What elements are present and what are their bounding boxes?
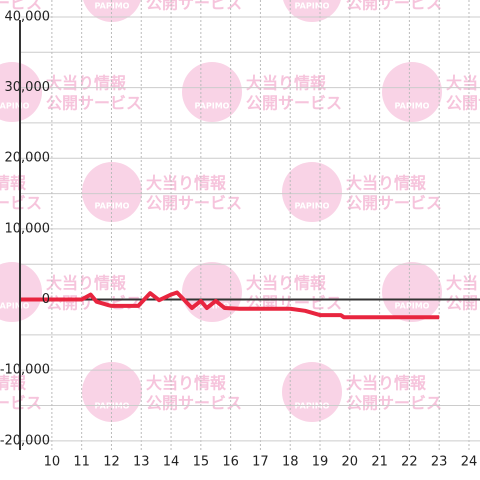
x-tick-label: 10 bbox=[44, 455, 61, 470]
watermarks: PAPIMO大当り情報公開サービスPAPIMO大当り情報公開サービスPAPIMO… bbox=[0, 0, 480, 422]
watermark-text: 大当り情報 bbox=[446, 274, 480, 293]
watermark-text: 公開サービス bbox=[446, 94, 480, 113]
x-tick-label: 22 bbox=[401, 455, 418, 470]
watermark-text: 大当り情報 bbox=[146, 174, 227, 193]
watermark-text: 大当り情報 bbox=[246, 274, 327, 293]
watermark-logo-text: PAPIMO bbox=[95, 402, 130, 411]
x-tick-label: 19 bbox=[312, 455, 329, 470]
x-tick-label: 16 bbox=[222, 455, 239, 470]
y-tick-label: 40,000 bbox=[5, 9, 51, 24]
watermark-text: 公開サービス bbox=[246, 94, 342, 113]
watermark-text: 公開サービス bbox=[346, 394, 442, 413]
watermark-logo bbox=[282, 362, 342, 422]
watermark-logo-text: PAPIMO bbox=[95, 2, 130, 11]
watermark-logo bbox=[182, 62, 242, 122]
watermark-text: 公開サービス bbox=[346, 0, 442, 13]
watermark-logo-text: PAPIMO bbox=[195, 102, 230, 111]
watermark-text: 大当り情報 bbox=[146, 374, 227, 393]
watermark-text: 大当り情報 bbox=[346, 174, 427, 193]
y-tick-label: 10,000 bbox=[5, 221, 51, 236]
y-tick-label: -10,000 bbox=[0, 363, 50, 378]
watermark-logo-text: PAPIMO bbox=[0, 302, 30, 311]
watermark-logo bbox=[282, 162, 342, 222]
watermark-text: 公開サービス bbox=[0, 0, 42, 13]
x-tick-label: 20 bbox=[342, 455, 359, 470]
watermark-logo-text: PAPIMO bbox=[395, 102, 430, 111]
grid bbox=[20, 0, 480, 450]
watermark-text: 公開サービス bbox=[346, 194, 442, 213]
watermark-logo bbox=[182, 262, 242, 322]
watermark-text: 大当り情報 bbox=[46, 274, 127, 293]
watermark-logo bbox=[382, 62, 442, 122]
watermark-text: 大当り情報 bbox=[246, 74, 327, 93]
watermark-text: 公開サービス bbox=[0, 394, 42, 413]
watermark-text: 公開サービス bbox=[0, 194, 42, 213]
watermark-logo-text: PAPIMO bbox=[295, 2, 330, 11]
watermark-logo bbox=[82, 362, 142, 422]
y-tick-label: 30,000 bbox=[5, 80, 51, 95]
watermark-text: 大当り情報 bbox=[0, 174, 27, 193]
x-tick-label: 14 bbox=[163, 455, 180, 470]
x-tick-label: 11 bbox=[73, 455, 90, 470]
y-tick-label: -20,000 bbox=[0, 433, 50, 448]
watermark-text: 大当り情報 bbox=[446, 74, 480, 93]
y-tick-label: 0 bbox=[42, 292, 50, 307]
x-tick-label: 12 bbox=[103, 455, 120, 470]
marks bbox=[20, 290, 440, 320]
watermark-logo-text: PAPIMO bbox=[295, 402, 330, 411]
watermark-logo bbox=[382, 262, 442, 322]
watermark-text: 公開サービス bbox=[146, 394, 242, 413]
watermark-logo-text: PAPIMO bbox=[395, 302, 430, 311]
watermark-text: 公開サービス bbox=[146, 194, 242, 213]
y-tick-label: 20,000 bbox=[5, 151, 51, 166]
watermark-logo-text: PAPIMO bbox=[95, 202, 130, 211]
watermark-text: 公開サービス bbox=[46, 94, 142, 113]
x-tick-label: 17 bbox=[252, 455, 269, 470]
watermark-text: 公開サービス bbox=[446, 294, 480, 313]
watermark-logo-text: PAPIMO bbox=[295, 202, 330, 211]
watermark-text: 大当り情報 bbox=[46, 74, 127, 93]
watermark-logo-text: PAPIMO bbox=[0, 102, 30, 111]
series-line bbox=[20, 290, 440, 320]
x-tick-label: 18 bbox=[282, 455, 299, 470]
x-tick-label: 13 bbox=[133, 455, 150, 470]
watermark-text: 大当り情報 bbox=[346, 374, 427, 393]
watermark-logo bbox=[82, 162, 142, 222]
watermark-text: 公開サービス bbox=[146, 0, 242, 13]
x-tick-label: 24 bbox=[461, 455, 478, 470]
x-tick-label: 23 bbox=[431, 455, 448, 470]
x-tick-label: 15 bbox=[193, 455, 210, 470]
x-tick-label: 21 bbox=[371, 455, 388, 470]
